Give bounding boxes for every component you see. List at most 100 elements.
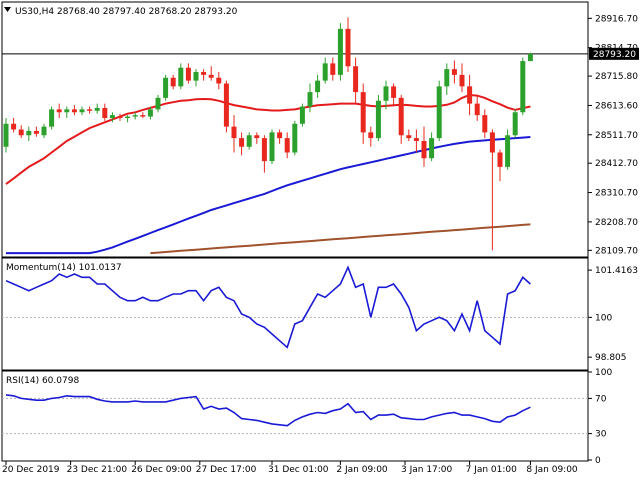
candle-body — [155, 97, 161, 110]
price-tick-label: 28511.70 — [595, 131, 638, 141]
momentum-line-layer — [5, 265, 531, 349]
candle-body — [109, 115, 115, 118]
time-tick-label: 2 Jan 09:00 — [336, 465, 388, 475]
candle-body — [322, 63, 328, 81]
candle-body — [49, 109, 55, 127]
candle-body — [375, 100, 381, 139]
candle-body — [497, 152, 503, 167]
time-tick-label: 26 Dec 09:00 — [131, 465, 192, 475]
price-panel-title: US30,H4 28768.40 28797.40 28768.20 28793… — [15, 7, 238, 17]
current-price-badge — [589, 47, 639, 60]
candle-body — [292, 123, 298, 153]
rsi-tick-label: 70 — [595, 394, 607, 404]
candle-body — [398, 97, 404, 136]
candle-body — [87, 109, 93, 111]
candle-body — [520, 61, 526, 113]
candle-body — [421, 141, 427, 159]
momentum-panel-title: Momentum(14) 101.0137 — [6, 263, 122, 273]
price-tick-label: 28310.70 — [595, 189, 638, 199]
time-tick-label: 31 Dec 01:00 — [268, 465, 329, 475]
candle-body — [406, 135, 412, 139]
rsi-tick-label: 100 — [595, 368, 612, 378]
time-tick-label: 23 Dec 21:00 — [67, 465, 128, 475]
time-tick-label: 7 Jan 01:00 — [466, 465, 518, 475]
candle-body — [337, 28, 343, 75]
candle-body — [94, 107, 100, 111]
momentum-y-axis: 101.4163 100 98.805 — [2, 266, 638, 363]
rsi-y-axis: 100 70 30 0 — [2, 368, 612, 466]
price-tick-label: 28715.80 — [595, 72, 638, 82]
momentum-panel-frame — [1, 257, 589, 371]
candle-body — [26, 130, 32, 136]
momentum-panel: 101.4163 100 98.805 Momentum(14) 101.0137 — [1, 257, 638, 371]
symbol-dropdown-icon[interactable] — [4, 7, 11, 12]
candle-body — [125, 116, 131, 118]
candle-body — [527, 53, 533, 62]
candle-body — [307, 92, 313, 107]
candle-body — [482, 115, 488, 133]
candles-layer — [3, 17, 533, 251]
candle-body — [413, 138, 419, 141]
momentum-line — [5, 265, 531, 349]
candle-body — [512, 112, 518, 136]
candle-body — [208, 74, 214, 78]
candle-body — [269, 132, 275, 162]
candle-body — [360, 92, 366, 133]
candle-body — [216, 77, 222, 84]
candle-body — [178, 67, 184, 87]
candle-body — [383, 86, 389, 101]
candle-body — [117, 116, 123, 118]
candle-body — [505, 135, 511, 167]
ma-mid-layer — [6, 136, 531, 255]
momentum-tick-label: 101.4163 — [595, 266, 638, 276]
candle-body — [254, 135, 260, 139]
candle-body — [163, 77, 169, 98]
candle-body — [147, 109, 153, 117]
candle-body — [201, 72, 207, 75]
candle-body — [459, 74, 465, 87]
candle-body — [467, 86, 473, 104]
candle-body — [132, 115, 138, 117]
time-tick-label: 3 Jan 17:00 — [401, 465, 453, 475]
price-tick-label: 28412.70 — [595, 159, 638, 169]
candle-body — [246, 135, 252, 147]
candle-body — [299, 106, 305, 124]
candle-body — [102, 107, 108, 118]
time-tick-label: 20 Dec 2019 — [2, 465, 60, 475]
momentum-tick-label: 98.805 — [595, 353, 627, 363]
price-tick-label: 28109.70 — [595, 246, 638, 256]
candle-body — [239, 138, 245, 147]
candle-body — [231, 126, 237, 139]
time-tick-label: 27 Dec 17:00 — [196, 465, 257, 475]
candle-body — [429, 138, 435, 159]
candle-body — [391, 86, 397, 98]
candle-body — [474, 103, 480, 116]
ma-mid-line — [6, 136, 531, 255]
candle-body — [41, 126, 47, 136]
momentum-tick-label: 100 — [595, 313, 612, 323]
rsi-panel: 100 70 30 0 RSI(14) 60.0798 — [1, 368, 612, 466]
candle-body — [223, 83, 229, 127]
ma-slow-layer — [150, 223, 531, 255]
candle-body — [71, 109, 77, 113]
price-tick-label: 28613.60 — [595, 101, 638, 111]
candle-body — [451, 69, 457, 75]
candle-body — [3, 123, 9, 147]
candle-body — [444, 69, 450, 87]
candle-body — [140, 115, 146, 117]
rsi-line — [5, 394, 531, 427]
candle-body — [185, 67, 191, 81]
rsi-tick-label: 30 — [595, 430, 607, 440]
candle-body — [64, 109, 70, 113]
candle-body — [11, 123, 17, 130]
candle-body — [18, 129, 24, 136]
candle-body — [193, 72, 199, 81]
rsi-panel-frame — [1, 370, 589, 462]
candle-body — [170, 77, 176, 87]
candle-body — [33, 130, 39, 134]
candle-body — [330, 63, 336, 75]
candle-body — [261, 138, 267, 162]
candle-body — [56, 109, 62, 113]
price-panel-frame — [1, 1, 589, 258]
candle-body — [277, 132, 283, 139]
